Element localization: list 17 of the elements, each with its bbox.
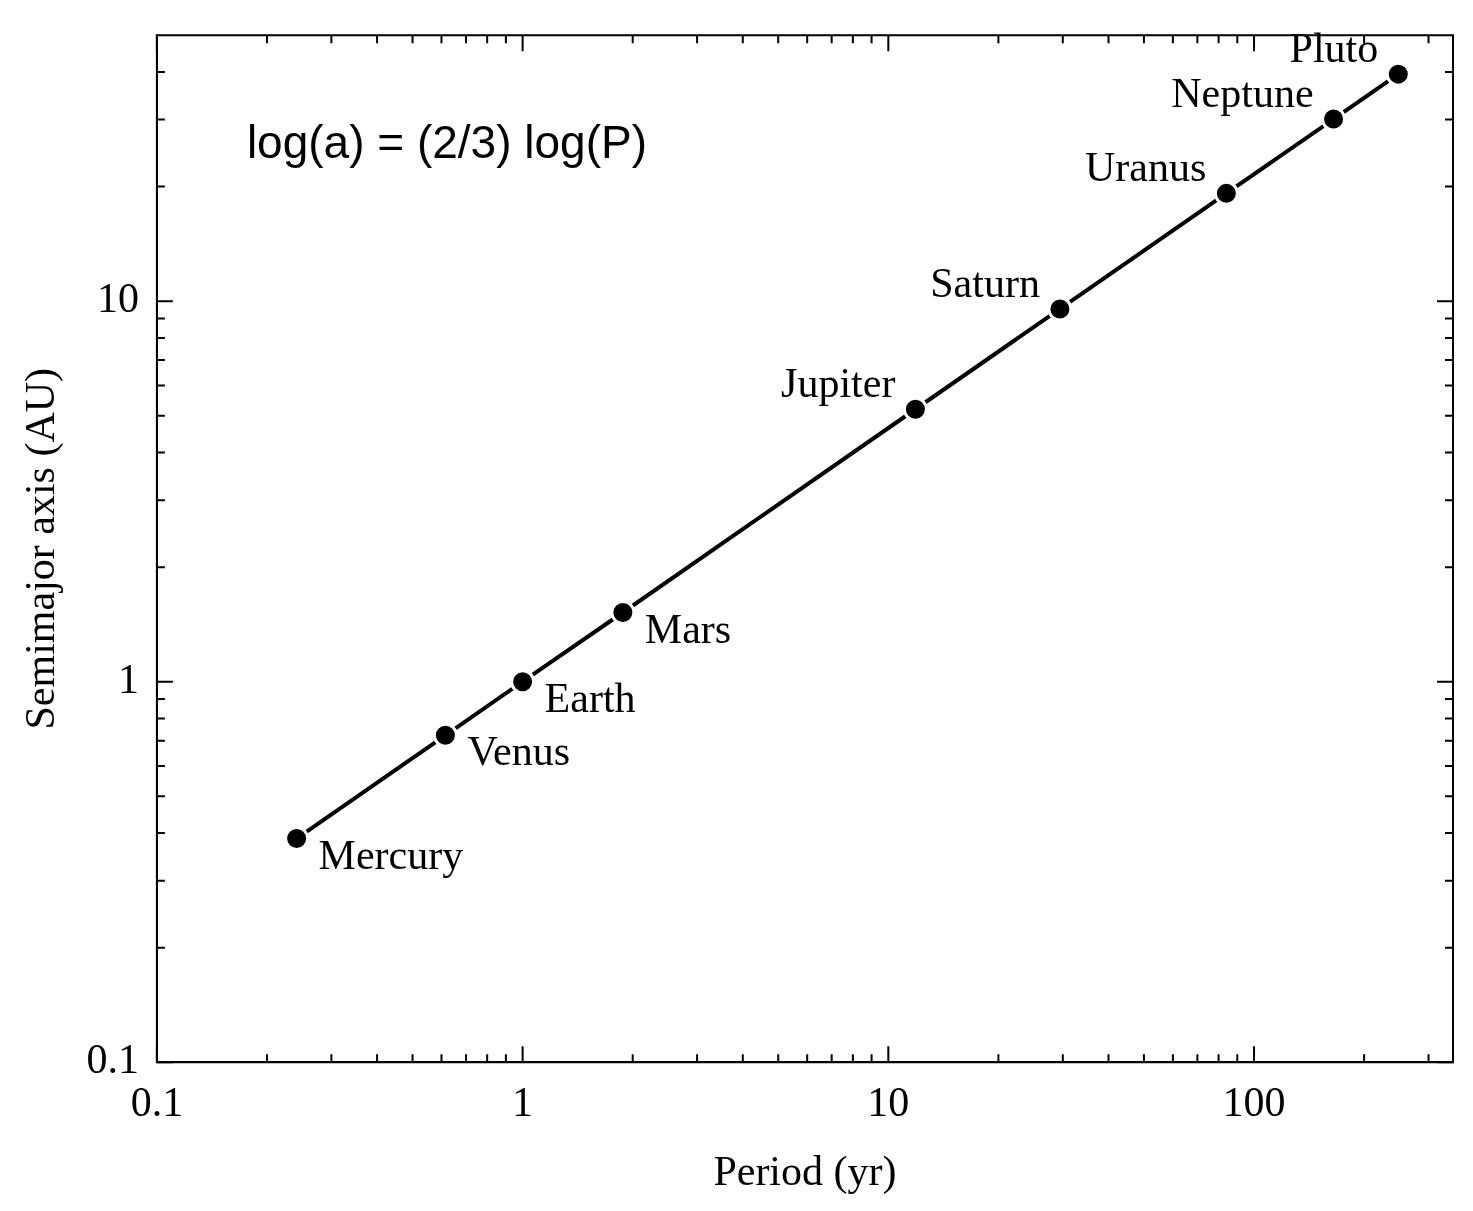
y-tick-label: 1	[117, 655, 139, 702]
annotation: Earth	[544, 674, 636, 721]
annotation: Saturn	[930, 259, 1040, 306]
annotation: Jupiter	[781, 360, 896, 407]
annotation: Mercury	[318, 831, 464, 878]
x-tick-label: 1	[512, 1079, 534, 1126]
annotation: Uranus	[1085, 144, 1207, 191]
y-tick-label: 10	[96, 275, 139, 322]
x-tick-label: 100	[1222, 1079, 1286, 1126]
x-axis-title: Period (yr)	[713, 1147, 897, 1195]
annotation: Mars	[644, 605, 732, 652]
annotation: Pluto	[1289, 25, 1379, 72]
y-axis-title: Semimajor axis (AU)	[17, 367, 65, 730]
annotation: Neptune	[1171, 70, 1314, 117]
x-tick-label: 10	[867, 1079, 910, 1126]
annotation: Venus	[467, 728, 571, 775]
annotation: log(a) = (2/3) log(P)	[246, 115, 648, 168]
